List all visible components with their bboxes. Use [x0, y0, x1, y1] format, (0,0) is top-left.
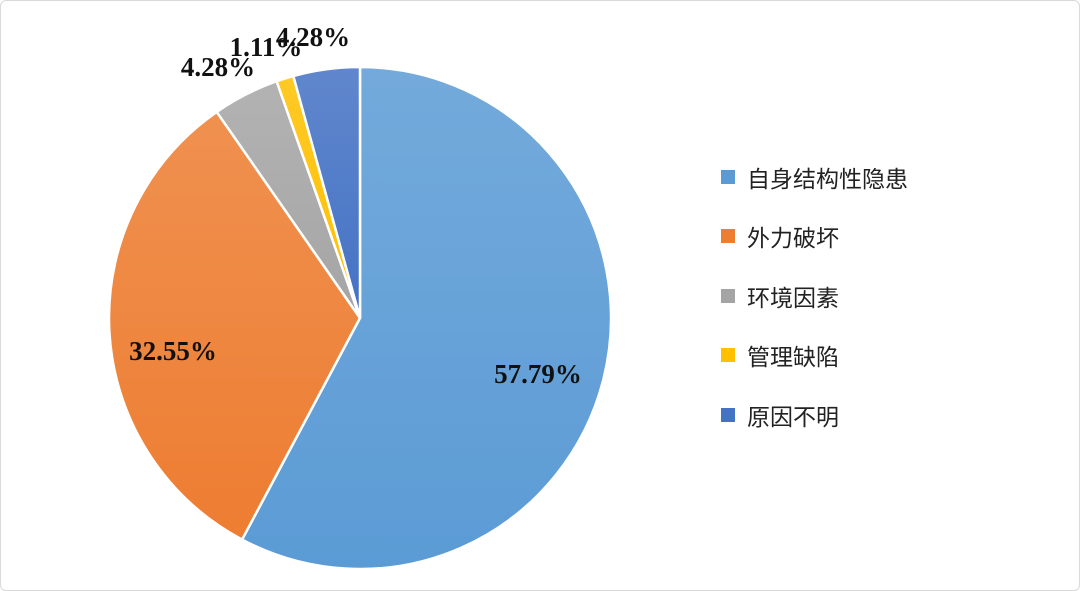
legend-item: 自身结构性隐患 — [721, 147, 908, 207]
legend-swatch — [721, 169, 735, 184]
legend-item: 管理缺陷 — [721, 326, 908, 386]
legend-label: 自身结构性隐患 — [747, 166, 908, 193]
data-label-5: 4.28% — [276, 22, 350, 52]
pie-slice-1 — [240, 65, 613, 571]
legend-item: 原因不明 — [721, 385, 908, 445]
legend-swatch — [721, 348, 735, 363]
legend-label: 环境因素 — [747, 285, 839, 312]
pie-slice-2 — [107, 110, 362, 542]
data-label-1: 57.79% — [494, 359, 582, 389]
data-label-2: 32.55% — [129, 336, 217, 366]
legend-label: 原因不明 — [747, 404, 839, 431]
legend-swatch — [721, 407, 735, 422]
legend-label: 管理缺陷 — [747, 345, 839, 372]
data-label-3: 4.28% — [181, 52, 255, 82]
legend-item: 环境因素 — [721, 266, 908, 326]
legend-swatch — [721, 229, 735, 244]
pie-slice-5 — [291, 65, 362, 319]
legend-item: 外力破坏 — [721, 207, 908, 267]
legend-label: 外力破坏 — [747, 226, 839, 253]
data-label-4: 1.11% — [230, 32, 303, 62]
legend-swatch — [721, 288, 735, 303]
legend: 自身结构性隐患 外力破坏环境因素管理缺陷原因不明 — [721, 147, 908, 445]
